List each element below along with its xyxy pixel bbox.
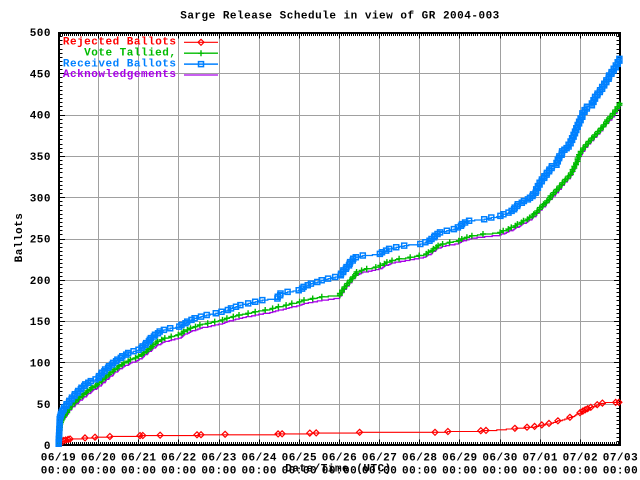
svg-text:00:00: 00:00 — [442, 466, 478, 478]
svg-text:500: 500 — [30, 28, 51, 40]
svg-text:00:00: 00:00 — [41, 466, 77, 478]
svg-text:450: 450 — [30, 69, 51, 81]
svg-text:00:00: 00:00 — [322, 466, 358, 478]
svg-text:07/03: 07/03 — [603, 453, 639, 465]
svg-text:06/22: 06/22 — [161, 453, 197, 465]
svg-text:06/29: 06/29 — [442, 453, 478, 465]
svg-text:06/19: 06/19 — [41, 453, 77, 465]
svg-text:00:00: 00:00 — [362, 466, 398, 478]
svg-text:250: 250 — [30, 235, 51, 247]
svg-text:06/30: 06/30 — [482, 453, 518, 465]
svg-text:06/21: 06/21 — [121, 453, 157, 465]
svg-text:200: 200 — [30, 276, 51, 288]
svg-text:00:00: 00:00 — [201, 466, 237, 478]
svg-text:00:00: 00:00 — [282, 466, 318, 478]
svg-text:Date/Time (UTC): Date/Time (UTC) — [285, 464, 392, 476]
svg-text:06/28: 06/28 — [402, 453, 438, 465]
svg-text:Sarge Release Schedule in view: Sarge Release Schedule in view of GR 200… — [180, 11, 500, 23]
svg-text:00:00: 00:00 — [603, 466, 639, 478]
svg-text:07/02: 07/02 — [563, 453, 599, 465]
svg-text:00:00: 00:00 — [161, 466, 197, 478]
svg-text:00:00: 00:00 — [522, 466, 558, 478]
svg-text:0: 0 — [44, 441, 51, 453]
svg-text:06/20: 06/20 — [81, 453, 117, 465]
svg-text:Acknowledgements: Acknowledgements — [63, 69, 177, 81]
svg-text:00:00: 00:00 — [563, 466, 599, 478]
svg-text:150: 150 — [30, 317, 51, 329]
svg-text:Vote Tallied,: Vote Tallied, — [84, 47, 176, 59]
svg-text:300: 300 — [30, 193, 51, 205]
svg-text:50: 50 — [37, 400, 51, 412]
svg-text:100: 100 — [30, 359, 51, 371]
svg-text:Received Ballots: Received Ballots — [63, 58, 177, 70]
svg-text:350: 350 — [30, 152, 51, 164]
svg-text:06/27: 06/27 — [362, 453, 398, 465]
svg-text:Rejected Ballots: Rejected Ballots — [63, 37, 177, 49]
svg-text:400: 400 — [30, 111, 51, 123]
svg-text:00:00: 00:00 — [241, 466, 277, 478]
svg-text:Ballots: Ballots — [14, 213, 26, 263]
svg-text:06/23: 06/23 — [201, 453, 237, 465]
svg-text:00:00: 00:00 — [402, 466, 438, 478]
svg-text:00:00: 00:00 — [121, 466, 157, 478]
svg-text:07/01: 07/01 — [522, 453, 558, 465]
svg-text:06/26: 06/26 — [322, 453, 358, 465]
svg-text:06/25: 06/25 — [282, 453, 318, 465]
svg-text:06/24: 06/24 — [241, 453, 277, 465]
svg-text:00:00: 00:00 — [81, 466, 117, 478]
svg-text:00:00: 00:00 — [482, 466, 518, 478]
